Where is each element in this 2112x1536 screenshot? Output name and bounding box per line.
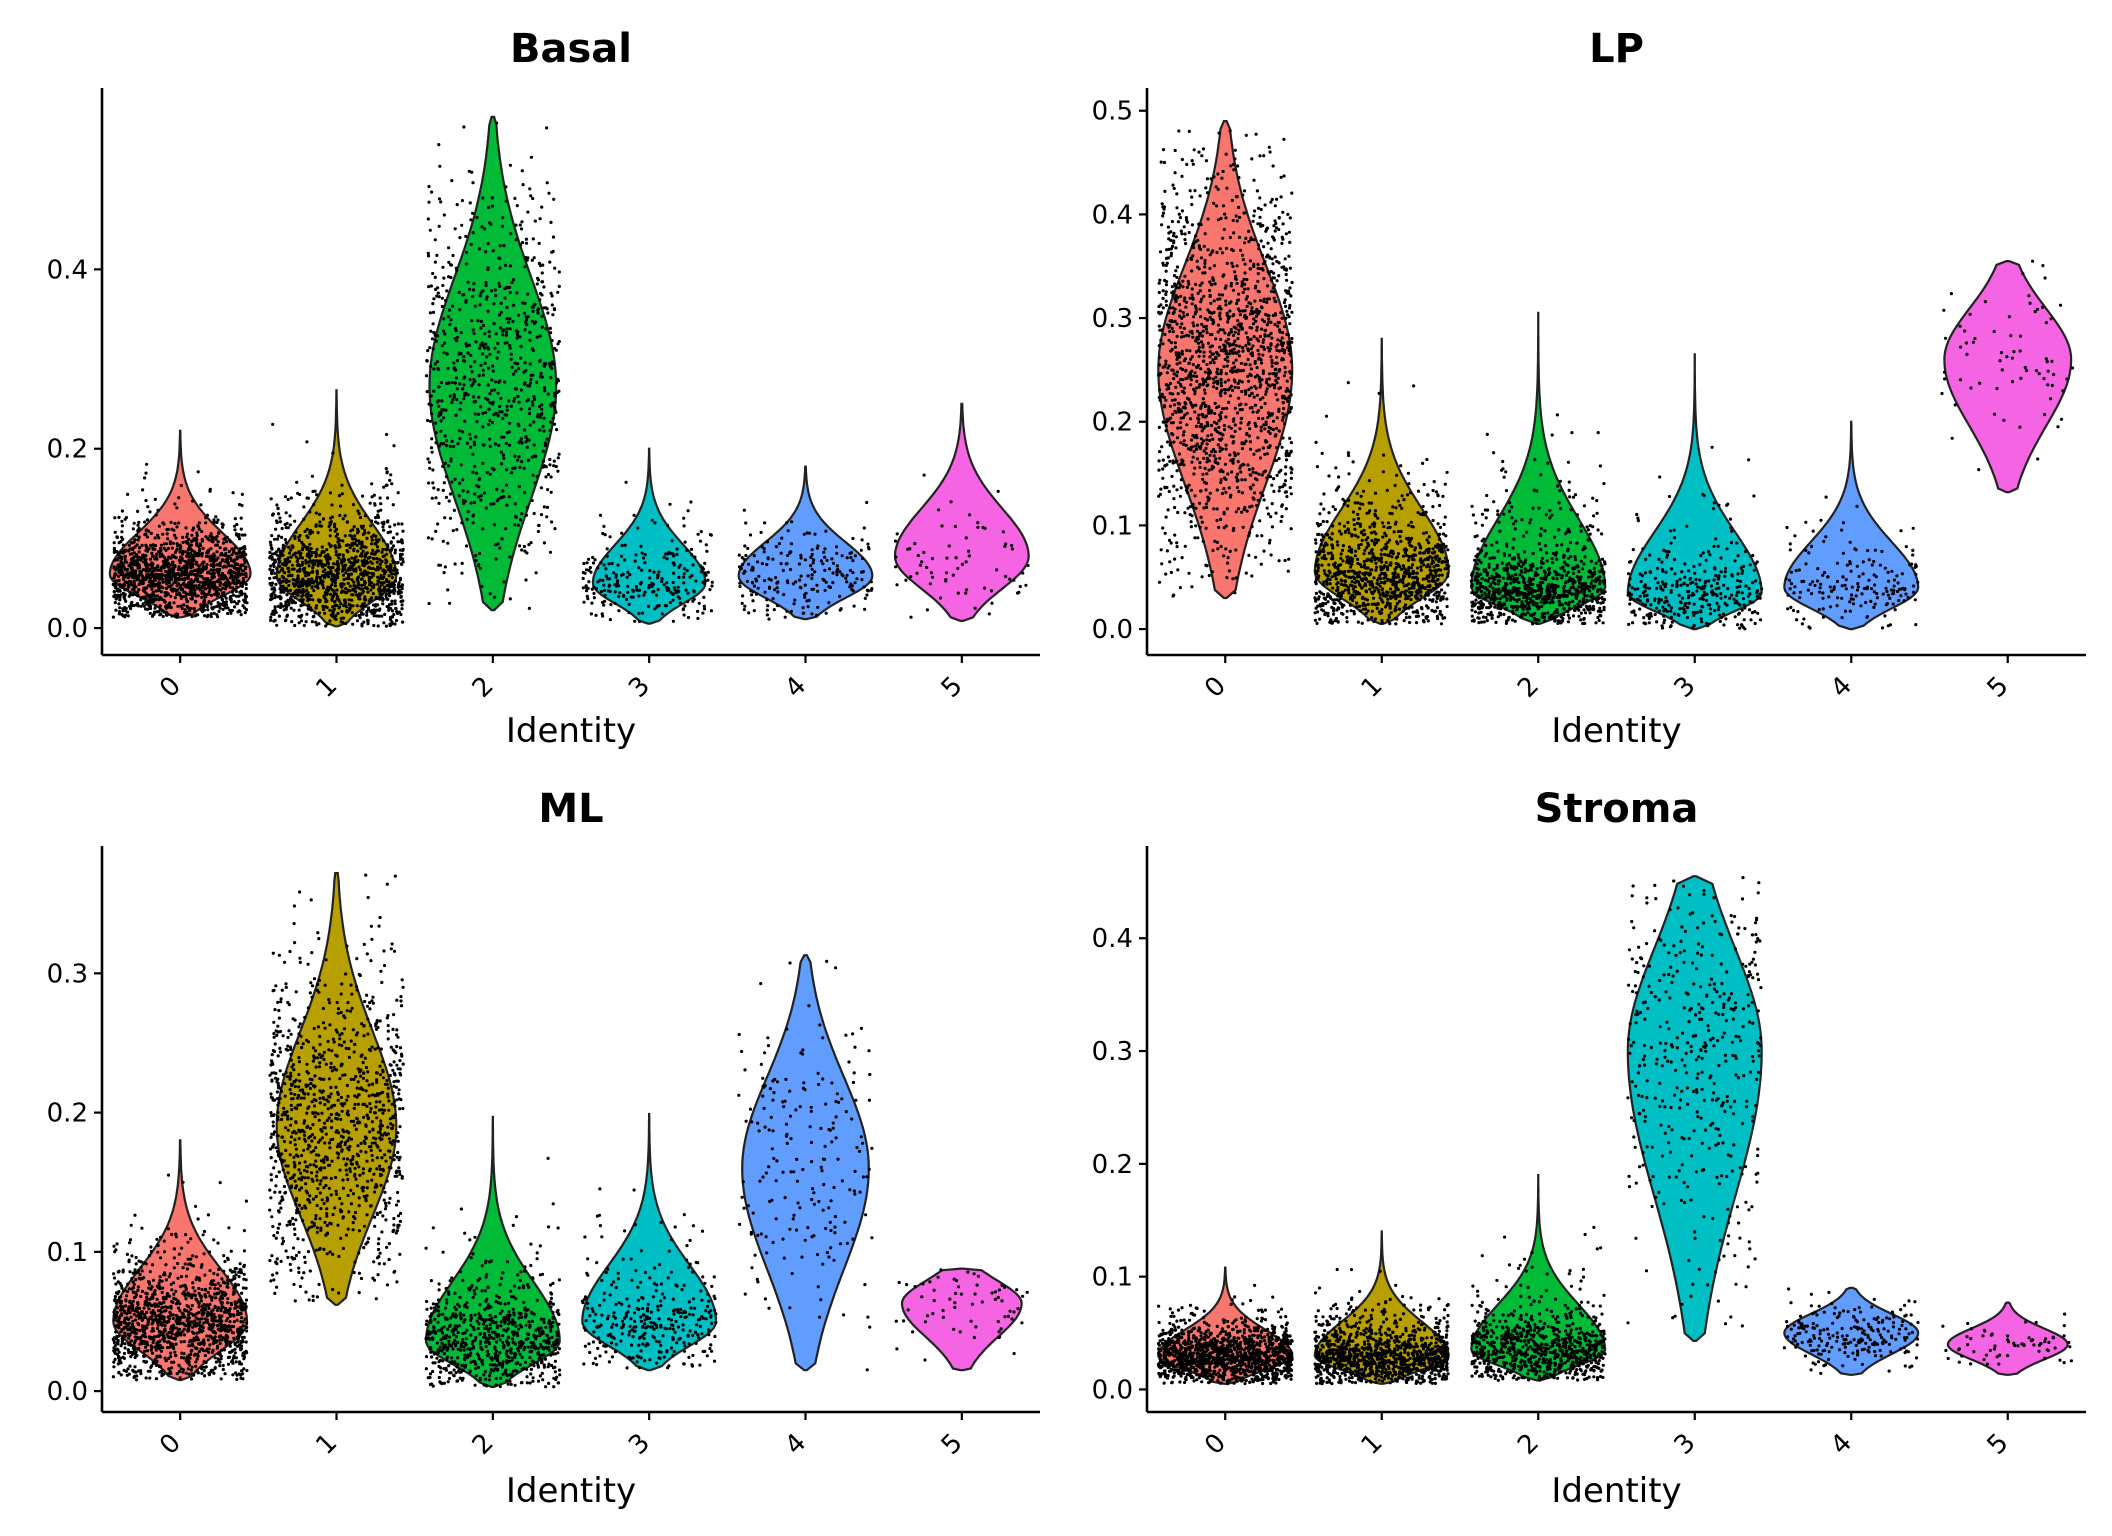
x-tick-label: 5 [1982, 671, 2015, 704]
points-4 [737, 500, 874, 621]
points-0 [111, 462, 249, 619]
violin-5 [1943, 260, 2073, 494]
x-tick-label: 2 [1512, 671, 1545, 704]
x-tick-label: 0 [154, 1428, 187, 1461]
x-axis-title: Identity [1551, 1471, 1681, 1511]
violin-3 [1626, 875, 1763, 1342]
violin-4 [1783, 420, 1920, 631]
y-tick-label: 0.2 [47, 435, 88, 465]
x-tick-label: 3 [1669, 1428, 1702, 1461]
y-tick-label: 0.0 [1092, 1375, 1133, 1405]
points-2 [424, 1156, 562, 1389]
x-axis-title: Identity [506, 711, 636, 751]
x-tick-label: 1 [1356, 671, 1389, 704]
y-tick-label: 0.4 [47, 255, 88, 285]
y-tick-label: 0.3 [47, 959, 88, 989]
violin-4 [1783, 1286, 1920, 1376]
violin-3 [581, 1112, 718, 1372]
panel-title: ML [538, 786, 603, 832]
points-3 [581, 480, 714, 624]
points-5 [1940, 259, 2075, 472]
points-5 [893, 473, 1030, 619]
points-1 [268, 873, 405, 1303]
points-2 [1469, 413, 1607, 626]
y-tick-label: 0.1 [1092, 1263, 1133, 1293]
y-tick-label: 0.2 [47, 1099, 88, 1129]
panel-title: Stroma [1535, 786, 1699, 832]
x-tick-label: 3 [623, 671, 656, 704]
points-0 [1156, 1283, 1294, 1386]
points-1 [1313, 1267, 1450, 1386]
points-5 [894, 1268, 1029, 1362]
x-tick-label: 3 [623, 1428, 656, 1461]
points-0 [111, 1173, 249, 1382]
x-tick-label: 5 [1982, 1428, 2015, 1461]
panel-ml: ML 0.0 0.1 0.2 0.3 0 1 2 3 4 5 Identity [47, 786, 1040, 1511]
y-tick-label: 0.5 [1092, 97, 1133, 127]
violin-3 [1626, 353, 1763, 631]
x-tick-label: 5 [936, 1428, 969, 1461]
panel-lp: LP 0.0 0.1 0.2 0.3 0.4 0.5 0 1 2 3 4 5 Identity [1092, 26, 2086, 751]
panel-stroma: Stroma 0.0 0.1 0.2 0.3 0.4 0 1 2 3 4 5 Identity [1092, 786, 2086, 1511]
x-tick-label: 4 [779, 1428, 812, 1461]
points-4 [1784, 495, 1920, 630]
points-1 [268, 422, 405, 628]
y-tick-label: 0.0 [1092, 615, 1133, 645]
x-tick-label: 3 [1669, 671, 1702, 704]
y-tick-label: 0.4 [1092, 200, 1133, 230]
points-2 [1470, 1225, 1607, 1382]
x-axis-title: Identity [1551, 711, 1681, 751]
y-tick-label: 0.1 [1092, 511, 1133, 541]
x-tick-label: 2 [467, 1428, 500, 1461]
x-tick-label: 1 [310, 1428, 343, 1461]
points-3 [580, 1187, 718, 1370]
x-tick-label: 4 [1825, 1428, 1858, 1461]
x-tick-label: 5 [936, 671, 969, 704]
y-tick-label: 0.2 [1092, 1150, 1133, 1180]
y-tick-label: 0.3 [1092, 1037, 1133, 1067]
points-4 [1782, 1287, 1920, 1375]
y-tick-label: 0.1 [47, 1238, 88, 1268]
x-tick-label: 0 [1199, 671, 1232, 704]
x-tick-label: 0 [1199, 1428, 1232, 1461]
x-tick-label: 1 [310, 671, 343, 704]
violin-2 [428, 115, 558, 612]
violin-2 [424, 1115, 561, 1388]
x-axis-title: Identity [506, 1471, 636, 1511]
points-0 [1157, 129, 1294, 598]
violin-5 [893, 402, 1030, 622]
x-tick-label: 2 [467, 671, 500, 704]
points-5 [1941, 1312, 2073, 1366]
violin-2 [1470, 311, 1607, 625]
x-tick-label: 2 [1512, 1428, 1545, 1461]
panel-title: Basal [510, 26, 632, 72]
points-1 [1313, 381, 1451, 626]
x-tick-label: 4 [1825, 671, 1858, 704]
panel-title: LP [1589, 26, 1644, 72]
y-tick-label: 0.0 [47, 614, 88, 644]
points-4 [737, 959, 874, 1372]
x-tick-label: 0 [154, 671, 187, 704]
points-3 [1626, 876, 1763, 1328]
y-tick-label: 0.3 [1092, 304, 1133, 334]
y-tick-label: 0.0 [47, 1377, 88, 1407]
x-tick-label: 1 [1356, 1428, 1389, 1461]
points-2 [424, 121, 561, 611]
panel-basal: Basal 0.0 0.2 0.4 0 1 2 3 4 5 Identity [47, 26, 1040, 751]
y-tick-label: 0.4 [1092, 924, 1133, 954]
y-tick-label: 0.2 [1092, 408, 1133, 438]
violin-1 [1313, 337, 1450, 625]
violin-5 [900, 1267, 1023, 1372]
points-3 [1626, 445, 1764, 631]
violin-4 [741, 954, 870, 1372]
x-tick-label: 4 [779, 671, 812, 704]
